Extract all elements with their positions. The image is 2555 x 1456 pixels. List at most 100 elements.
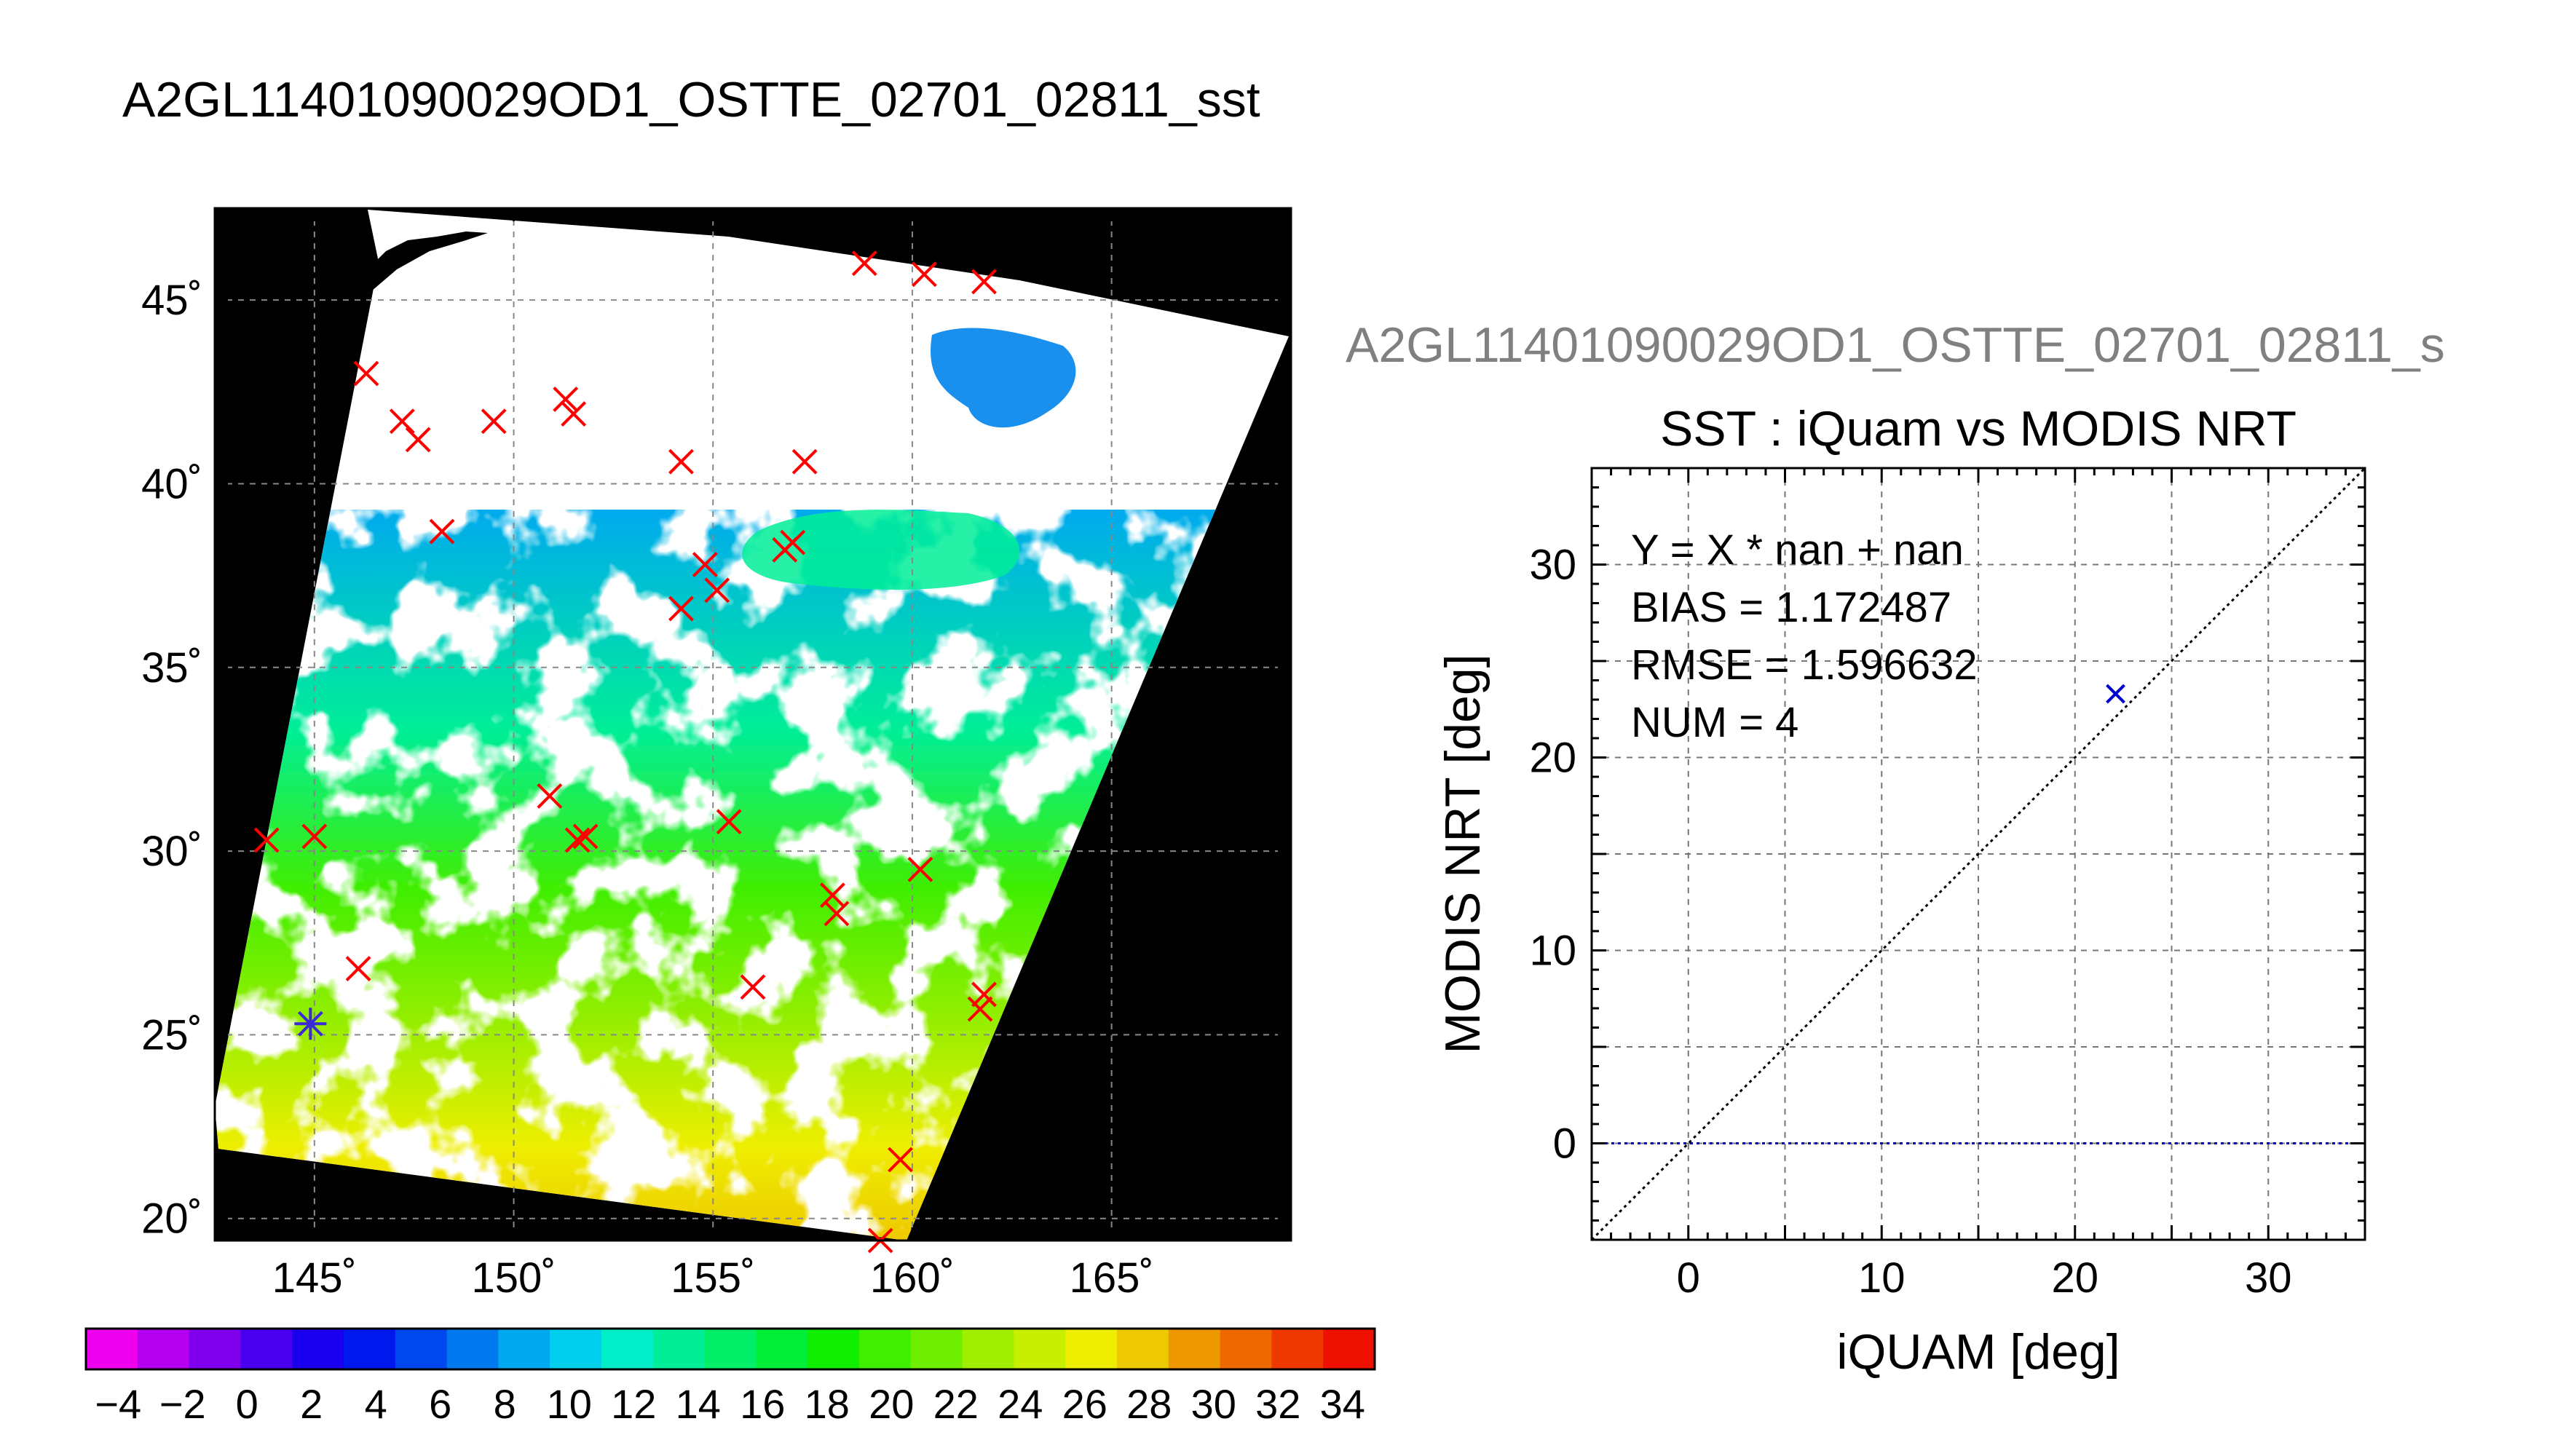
map-match-marker — [888, 1147, 913, 1173]
scatter-x-tick-label: 30 — [2245, 1254, 2292, 1302]
map-match-marker — [561, 401, 587, 427]
colorbar-cell — [704, 1329, 757, 1369]
scatter-reference-lines — [1592, 468, 2365, 1240]
colorbar-cell — [240, 1329, 293, 1369]
scatter-stat-line: Y = X * nan + nan — [1631, 526, 1964, 574]
map-frame — [213, 207, 1292, 1242]
map-y-tick-label: 30˚ — [141, 828, 202, 875]
map-match-marker — [353, 360, 379, 387]
colorbar-cell — [344, 1329, 396, 1369]
map-match-marker — [553, 386, 579, 412]
scatter-y-ticks: 0 10 20 30 — [1529, 542, 1576, 1168]
scatter-stat-line: NUM = 4 — [1631, 699, 1798, 746]
colorbar-cell — [498, 1329, 550, 1369]
colorbar-cell — [137, 1329, 190, 1369]
colorbar-tick-label: 24 — [998, 1381, 1043, 1427]
map-gridlines — [215, 208, 1291, 1241]
colorbar: −4 −2 0 2 4 6 8 10 12 14 16 18 20 22 24 26 28 30 32 34 — [84, 1327, 1376, 1427]
colorbar-cell — [962, 1329, 1014, 1369]
colorbar-cell — [807, 1329, 860, 1369]
colorbar-cell — [910, 1329, 963, 1369]
map-match-marker — [429, 518, 455, 545]
map-match-marker — [971, 981, 997, 1008]
colorbar-tick-label: 34 — [1320, 1381, 1365, 1427]
map-x-tick-label: 150˚ — [472, 1254, 556, 1302]
map-x-tick-label: 160˚ — [870, 1254, 955, 1302]
identity-line — [1592, 468, 2365, 1240]
scatter-panel: 0 10 20 30 0 10 20 30 Y = X * nan + nan BIAS = … — [1435, 467, 2366, 1380]
map-y-tick-label: 40˚ — [141, 460, 202, 507]
colorbar-tick-label: 12 — [611, 1381, 656, 1427]
land-coast — [360, 232, 488, 291]
colorbar-cells — [86, 1329, 1375, 1369]
colorbar-cell — [1168, 1329, 1221, 1369]
colorbar-tick-label: −4 — [95, 1381, 141, 1427]
map-match-marker — [668, 596, 694, 622]
map-x-tick-label: 145˚ — [272, 1254, 357, 1302]
map-match-marker — [668, 448, 694, 475]
scatter-points — [2106, 684, 2125, 704]
map-match-marker — [911, 261, 937, 288]
sst-patch-mid — [742, 510, 1020, 590]
colorbar-tick-label: 0 — [236, 1381, 258, 1427]
colorbar-cell — [1014, 1329, 1066, 1369]
map-match-marker — [967, 996, 993, 1022]
colorbar-tick-label: 2 — [300, 1381, 323, 1427]
map-match-marker — [537, 783, 563, 809]
colorbar-tick-label: 16 — [740, 1381, 785, 1427]
colorbar-cell — [601, 1329, 654, 1369]
map-y-tick-label: 20˚ — [141, 1195, 202, 1243]
scatter-x-axis-label: iQUAM [deg] — [1836, 1324, 2120, 1380]
map-match-marker — [345, 956, 371, 981]
colorbar-tick-label: 4 — [365, 1381, 387, 1427]
colorbar-cell — [1065, 1329, 1118, 1369]
colorbar-labels: −4 −2 0 2 4 6 8 10 12 14 16 18 20 22 24 26 28 30 32 34 — [95, 1381, 1365, 1427]
map-highlight-marker — [294, 1008, 327, 1040]
colorbar-cell — [1117, 1329, 1169, 1369]
map-y-tick-label: 45˚ — [141, 277, 202, 324]
colorbar-cell — [1323, 1329, 1375, 1369]
map-title: A2GL11401090029OD1_OSTTE_02701_02811_sst — [122, 72, 1260, 127]
scatter-title: SST : iQuam vs MODIS NRT — [1660, 401, 2297, 456]
scatter-stats: Y = X * nan + nan BIAS = 1.172487 RMSE = 1… — [1631, 526, 1978, 746]
colorbar-cell — [446, 1329, 499, 1369]
colorbar-cell — [292, 1329, 344, 1369]
colorbar-tick-label: 22 — [933, 1381, 979, 1427]
colorbar-cell — [189, 1329, 241, 1369]
scatter-stat-line: BIAS = 1.172487 — [1631, 584, 1951, 631]
colorbar-cell — [859, 1329, 912, 1369]
map-match-marker — [824, 901, 850, 927]
map-match-marker — [791, 448, 818, 475]
scatter-point — [2106, 684, 2125, 704]
map-y-ticks: 20˚ 25˚ 30˚ 35˚ 40˚ 45˚ — [141, 277, 1291, 1243]
scatter-y-axis-label: MODIS NRT [deg] — [1435, 654, 1490, 1053]
map-match-marker — [389, 408, 415, 435]
colorbar-cell — [1220, 1329, 1272, 1369]
scatter-x-tick-label: 10 — [1858, 1254, 1906, 1302]
colorbar-tick-label: 18 — [805, 1381, 850, 1427]
scatter-y-tick-label: 10 — [1529, 927, 1576, 975]
colorbar-tick-label: 32 — [1255, 1381, 1300, 1427]
map-match-marker — [301, 823, 328, 850]
colorbar-tick-label: 20 — [869, 1381, 914, 1427]
scatter-y-tick-label: 20 — [1529, 735, 1576, 782]
map-match-marker — [704, 577, 730, 604]
scatter-header: A2GL11401090029OD1_OSTTE_02701_02811_s — [1346, 317, 2445, 373]
scatter-x-tick-label: 20 — [2051, 1254, 2098, 1302]
colorbar-cell — [550, 1329, 602, 1369]
colorbar-cell — [395, 1329, 448, 1369]
colorbar-tick-label: −2 — [159, 1381, 206, 1427]
scatter-y-tick-label: 30 — [1529, 542, 1576, 589]
colorbar-cell — [86, 1329, 138, 1369]
colorbar-tick-label: 14 — [676, 1381, 721, 1427]
map-match-marker — [907, 856, 933, 882]
colorbar-tick-label: 10 — [547, 1381, 592, 1427]
map-x-tick-label: 155˚ — [671, 1254, 755, 1302]
colorbar-tick-label: 28 — [1126, 1381, 1172, 1427]
colorbar-tick-label: 8 — [494, 1381, 516, 1427]
sst-patch-north — [931, 328, 1076, 428]
map-match-marker — [692, 552, 718, 577]
map-y-tick-label: 25˚ — [141, 1011, 202, 1059]
colorbar-tick-label: 26 — [1062, 1381, 1107, 1427]
